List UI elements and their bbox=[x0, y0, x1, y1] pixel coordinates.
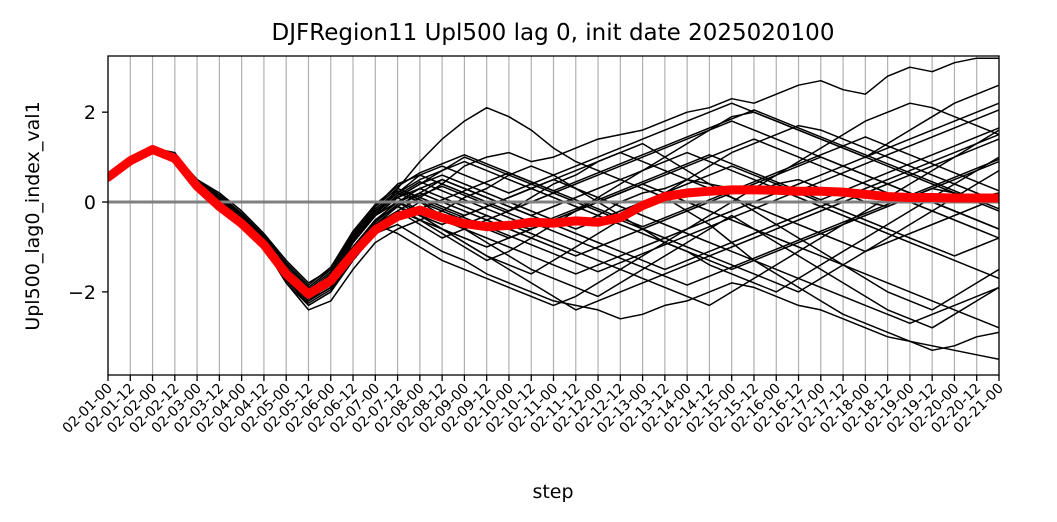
x-axis-label: step bbox=[532, 481, 573, 503]
member-line bbox=[108, 149, 999, 361]
y-tick-label: 2 bbox=[84, 102, 96, 124]
y-tick-label: 0 bbox=[84, 192, 96, 214]
member-line bbox=[108, 109, 999, 291]
ensemble-mean-line bbox=[108, 145, 999, 299]
series-layer bbox=[108, 57, 999, 361]
chart-title: DJFRegion11 Upl500 lag 0, init date 2025… bbox=[272, 20, 835, 46]
y-axis-label: Upl500_lag0_index_val1 bbox=[22, 101, 44, 330]
y-tick-label: −2 bbox=[68, 282, 96, 304]
member-line bbox=[108, 109, 999, 286]
